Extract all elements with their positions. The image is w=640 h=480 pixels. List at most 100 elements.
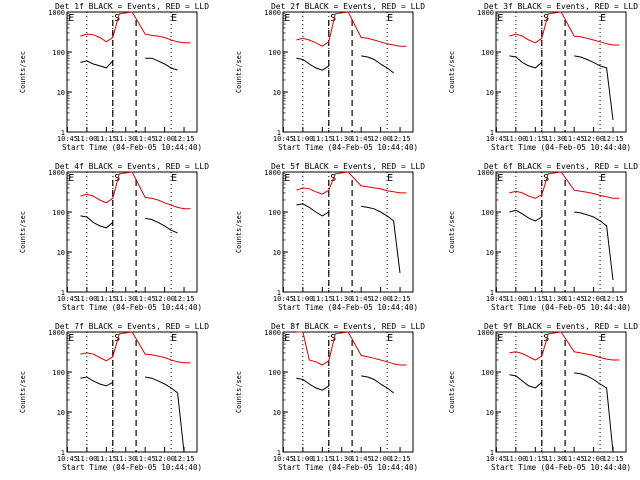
x-tick-label: 11:15 [312,295,333,303]
lld-line [80,331,191,364]
x-tick-label: 10:45 [486,135,507,143]
x-tick-label: 12:00 [583,295,604,303]
x-tick-label: 11:30 [115,135,136,143]
y-tick-label: 100 [52,49,65,57]
y-axis-label: Counts/sec [235,371,243,413]
interval-marker: E [68,13,74,24]
y-axis-label: Counts/sec [235,51,243,93]
x-tick-label: 12:15 [174,455,195,463]
x-tick-label: 11:00 [76,295,97,303]
chart-panel: Det 7f BLACK = Events, RED = LLD 1 10 100 10… [19,322,209,472]
interval-marker: S [114,173,120,184]
interval-marker: E [600,13,606,24]
x-tick-label: 12:00 [583,135,604,143]
lld-line [509,11,620,46]
y-tick-label: 10 [486,89,494,97]
x-tick-label: 11:00 [292,135,313,143]
interval-marker: E [497,333,503,344]
lld-line [296,171,407,195]
lld-line [509,331,620,361]
y-tick-label: 10 [273,249,281,257]
x-axis-label: Start Time (04-Feb-05 10:44:40) [62,303,202,312]
x-tick-label: 11:45 [135,295,156,303]
y-tick-label: 1000 [48,329,65,337]
y-tick-label: 1 [61,289,65,297]
interval-marker: E [600,173,606,184]
chart-title: Det 2f BLACK = Events, RED = LLD [271,2,425,11]
y-tick-label: 1000 [477,9,494,17]
y-tick-label: 1000 [48,9,65,17]
y-tick-label: 10 [486,249,494,257]
chart-panel: Det 6f BLACK = Events, RED = LLD 1 10 100 10… [448,162,638,312]
interval-marker: E [68,333,74,344]
interval-marker: E [171,333,177,344]
x-tick-label: 11:00 [505,135,526,143]
x-axis-label: Start Time (04-Feb-05 10:44:40) [278,143,418,152]
interval-marker: E [284,333,290,344]
events-line [509,55,614,121]
x-tick-label: 11:15 [312,135,333,143]
interval-marker: E [171,13,177,24]
x-tick-label: 11:15 [525,135,546,143]
chart-panel: Det 8f BLACK = Events, RED = LLD 1 10 100 10… [235,322,425,472]
x-tick-label: 12:15 [390,455,411,463]
chart-title: Det 4f BLACK = Events, RED = LLD [55,162,209,171]
x-tick-label: 11:15 [96,135,117,143]
x-tick-label: 11:30 [544,455,565,463]
events-line [296,55,394,74]
x-tick-label: 10:45 [57,455,78,463]
chart-title: Det 7f BLACK = Events, RED = LLD [55,322,209,331]
y-tick-label: 100 [481,209,494,217]
chart-panel: Det 2f BLACK = Events, RED = LLD 1 10 100 10… [235,2,425,152]
x-tick-label: 10:45 [273,455,294,463]
x-axis-label: Start Time (04-Feb-05 10:44:40) [491,143,631,152]
x-tick-label: 11:30 [331,455,352,463]
x-tick-label: 12:00 [370,455,391,463]
interval-marker: S [543,13,549,24]
x-tick-label: 11:30 [331,295,352,303]
x-axis-label: Start Time (04-Feb-05 10:44:40) [491,463,631,472]
chart-title: Det 1f BLACK = Events, RED = LLD [55,2,209,11]
lld-line [296,11,407,47]
y-tick-label: 1000 [48,169,65,177]
x-axis-label: Start Time (04-Feb-05 10:44:40) [278,303,418,312]
interval-marker: E [600,333,606,344]
y-axis-label: Counts/sec [19,371,27,413]
y-tick-label: 100 [268,369,281,377]
y-tick-label: 10 [273,409,281,417]
x-tick-label: 12:00 [370,295,391,303]
x-tick-label: 11:00 [292,455,313,463]
x-tick-label: 11:45 [564,135,585,143]
x-tick-label: 11:15 [312,455,333,463]
x-tick-label: 11:45 [135,135,156,143]
chart-title: Det 6f BLACK = Events, RED = LLD [484,162,638,171]
y-tick-label: 10 [57,249,65,257]
chart-title: Det 3f BLACK = Events, RED = LLD [484,2,638,11]
events-line [509,209,614,281]
interval-marker: S [330,13,336,24]
y-tick-label: 100 [268,49,281,57]
chart-title: Det 5f BLACK = Events, RED = LLD [271,162,425,171]
x-axis-label: Start Time (04-Feb-05 10:44:40) [62,143,202,152]
x-tick-label: 11:15 [96,295,117,303]
y-tick-label: 100 [481,49,494,57]
interval-marker: S [330,333,336,344]
chart-title: Det 9f BLACK = Events, RED = LLD [484,322,638,331]
y-axis-label: Counts/sec [448,211,456,253]
y-tick-label: 10 [273,89,281,97]
x-tick-label: 11:30 [544,135,565,143]
x-axis-label: Start Time (04-Feb-05 10:44:40) [491,303,631,312]
y-tick-label: 1000 [264,329,281,337]
x-axis-label: Start Time (04-Feb-05 10:44:40) [62,463,202,472]
lld-line [509,171,620,199]
events-line [80,215,178,234]
x-tick-label: 11:15 [525,455,546,463]
x-tick-label: 12:15 [603,295,624,303]
x-tick-label: 11:15 [96,455,117,463]
events-line [296,203,401,273]
y-tick-label: 100 [268,209,281,217]
x-tick-label: 10:45 [57,295,78,303]
x-tick-label: 11:30 [331,135,352,143]
x-tick-label: 12:15 [174,295,195,303]
interval-marker: E [284,173,290,184]
